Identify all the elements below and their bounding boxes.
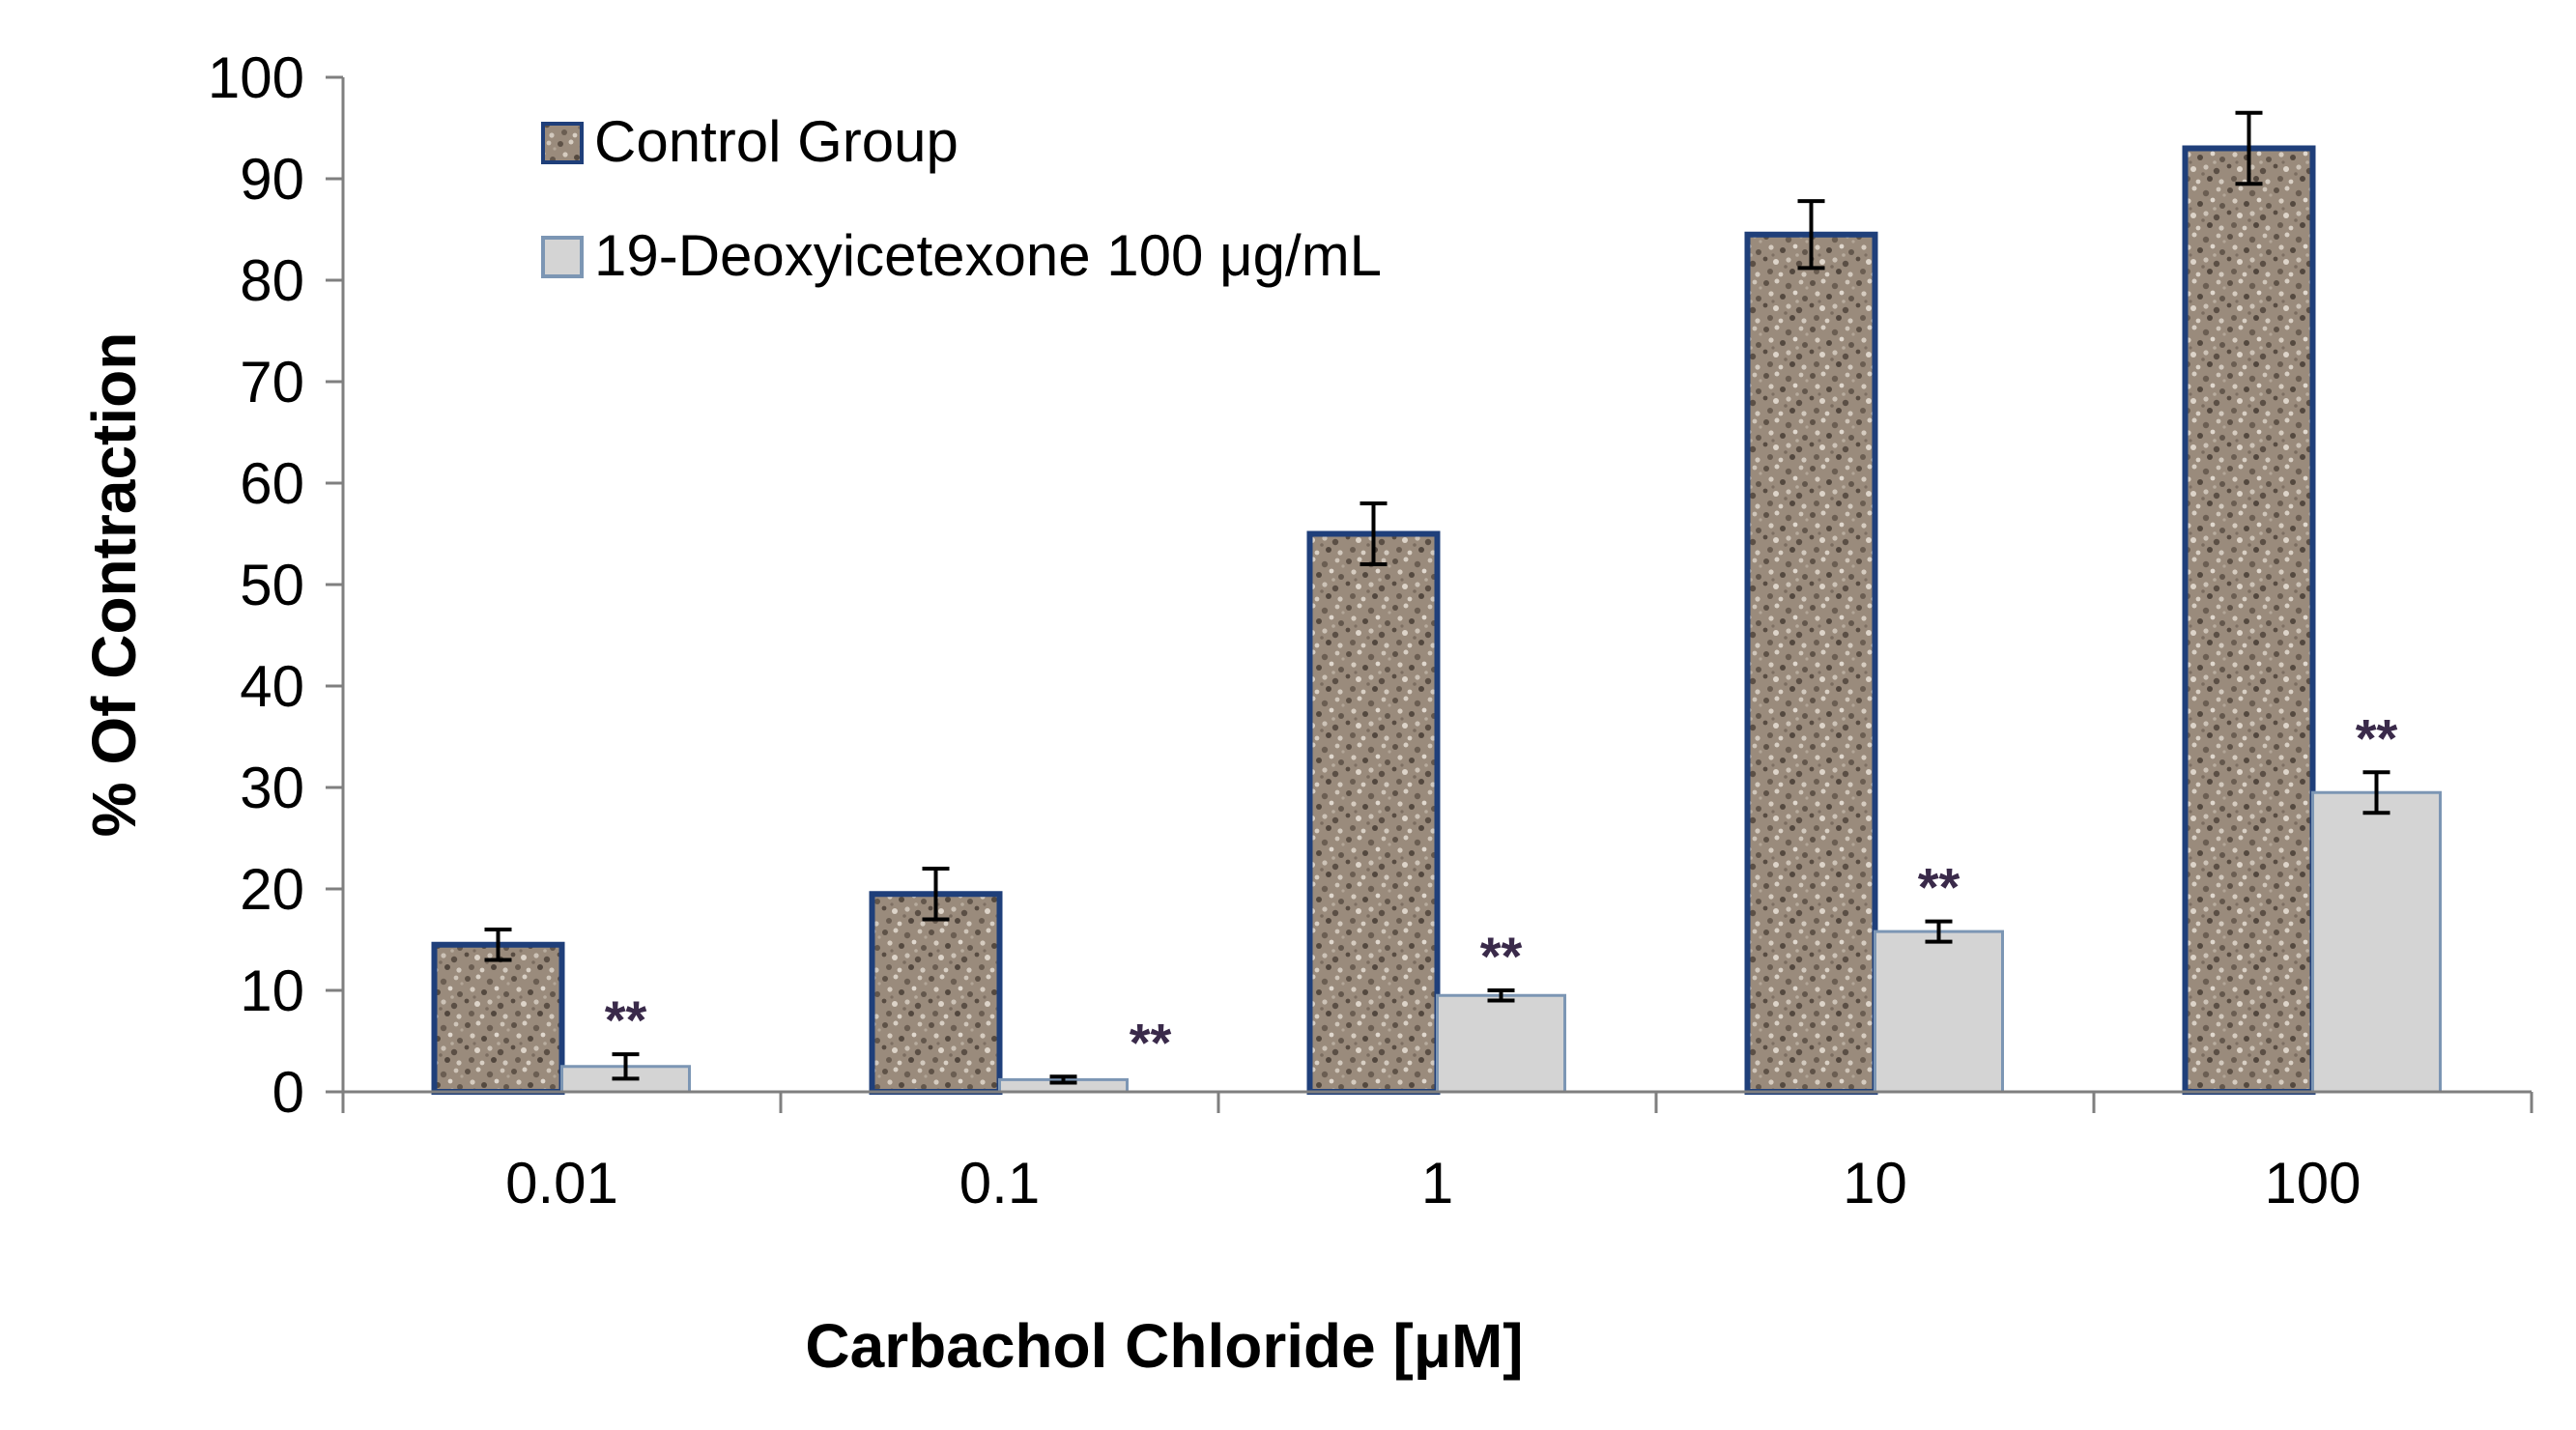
legend: Control Group 19-Deoxyicetexone 100 μg/m…: [541, 109, 1382, 288]
y-tick-label: 40: [240, 654, 304, 719]
y-tick-label: 20: [240, 857, 304, 922]
x-tick-label: 100: [2264, 1151, 2361, 1216]
bar-control: [2182, 145, 2316, 1095]
x-ticks: 0.01 0.1 1 10 100: [341, 1092, 2533, 1216]
legend-label-control: Control Group: [594, 109, 959, 174]
legend-label-treatment: 19-Deoxyicetexone 100 μg/mL: [594, 223, 1382, 288]
y-tick-label: 70: [240, 350, 304, 415]
legend-swatch-treatment: [541, 236, 584, 278]
y-tick-label: 80: [240, 248, 304, 313]
bar-treatment: [1436, 993, 1566, 1094]
significance-marker: **: [605, 989, 647, 1050]
significance-marker: **: [2356, 707, 2398, 768]
y-tick-label: 30: [240, 756, 304, 820]
bar-treatment: [2311, 790, 2442, 1094]
legend-swatch-control: [541, 122, 584, 164]
bar-control: [1744, 231, 1878, 1095]
bar-treatment: [1874, 930, 2004, 1094]
y-tick-label: 50: [240, 553, 304, 617]
y-tick-label: 10: [240, 958, 304, 1023]
bar-control: [869, 891, 1003, 1095]
bars-layer: [431, 145, 2442, 1095]
error-bars-layer: [484, 110, 2390, 1085]
y-tick-label: 100: [208, 45, 304, 110]
x-tick-label: 1: [1421, 1151, 1453, 1216]
x-tick-label: 10: [1843, 1151, 1907, 1216]
y-axis-title: % Of Contraction: [79, 332, 149, 838]
x-axis-title: Carbachol Chloride [μM]: [805, 1311, 1523, 1381]
significance-marker: **: [1918, 857, 1961, 918]
y-tick-label: 60: [240, 451, 304, 516]
x-tick-label: 0.01: [505, 1151, 618, 1216]
y-tick-label: 0: [272, 1060, 304, 1125]
x-tick-label: 0.1: [959, 1151, 1040, 1216]
y-tick-label: 90: [240, 147, 304, 212]
bar-control: [1306, 530, 1441, 1095]
significance-marker: **: [1130, 1012, 1172, 1072]
bar-control: [431, 941, 565, 1095]
significance-layer: ** ** ** ** **: [605, 707, 2398, 1072]
y-ticks: 0 10 20 30 40 50 60 70 80 90 100: [208, 45, 343, 1125]
significance-marker: **: [1480, 926, 1523, 987]
